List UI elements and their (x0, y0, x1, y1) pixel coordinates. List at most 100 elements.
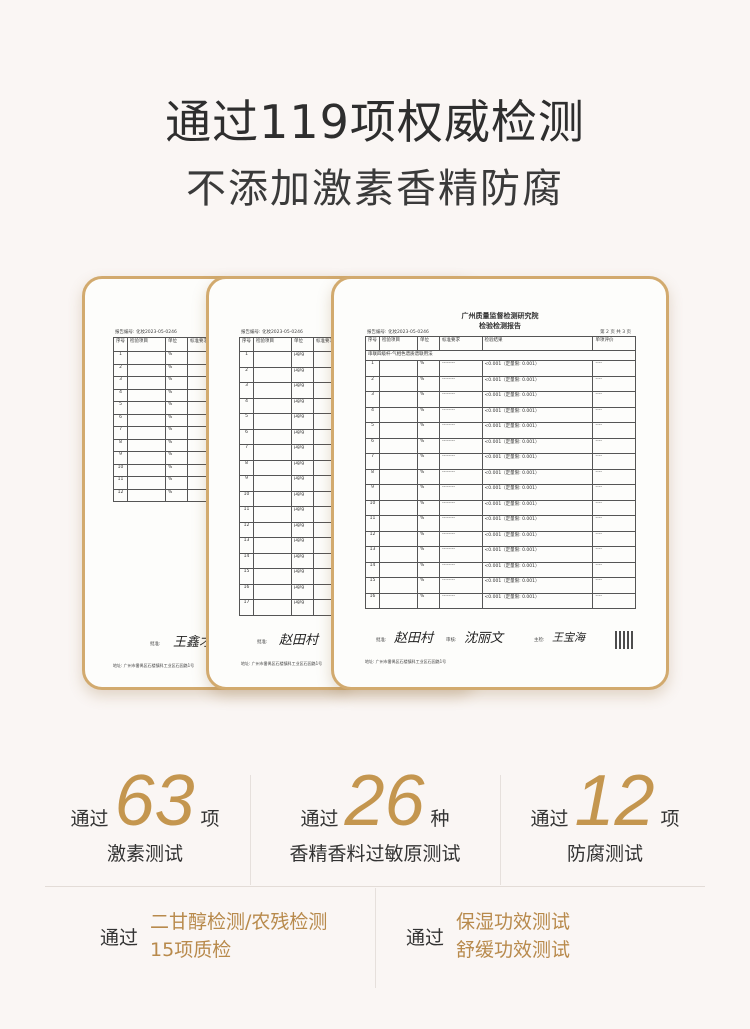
item-name (253, 583, 292, 600)
evaluation: ---- (592, 453, 636, 470)
row-number: 9 (239, 475, 254, 492)
unit: % (417, 546, 440, 563)
row-number: 8 (239, 459, 254, 476)
row-number: 2 (365, 375, 380, 392)
qr-code-icon (615, 631, 633, 649)
row-number: 16 (365, 592, 380, 609)
page-subtitle: 不添加激素香精防腐 (186, 166, 564, 212)
row-number: 12 (113, 488, 128, 502)
item-name (127, 463, 166, 477)
quality-check-block: 通过 二甘醇检测/农残检测 15项质检 (100, 908, 327, 964)
item-name (253, 521, 292, 538)
unit: μg/g (291, 428, 314, 445)
row-number: 8 (365, 468, 380, 485)
item-name (379, 391, 418, 408)
item-name (379, 468, 418, 485)
efficacy-test-block: 通过 保湿功效测试 舒缓功效测试 (406, 908, 570, 964)
stat-preservative: 通过 12 项 防腐测试 (485, 765, 725, 866)
institute-name: 广州质量监督检测研究院 (461, 312, 539, 320)
test-result: <0.001（定量限: 0.001） (481, 515, 594, 532)
table-row: 9% -------- <0.001（定量限: 0.001） ---- (365, 484, 636, 501)
stat-suffix: 项 (200, 808, 220, 830)
unit: % (165, 376, 188, 390)
column-header: 单位 (291, 337, 314, 352)
stat-number: 63 (114, 761, 195, 841)
stat-desc: 防腐测试 (566, 843, 643, 865)
row-number: 9 (113, 451, 128, 465)
item-name (379, 515, 418, 532)
test-result: <0.001（定量限: 0.001） (481, 561, 594, 578)
page-title: 通过119项权威检测 (165, 95, 585, 149)
standard-requirement: -------- (439, 437, 483, 454)
row-number: 3 (239, 382, 254, 399)
stat-number: 12 (574, 761, 655, 841)
item-name (379, 375, 418, 392)
item-name (379, 577, 418, 594)
unit: % (417, 422, 440, 439)
block-line: 15项质检 (150, 939, 232, 961)
row-number: 2 (239, 366, 254, 383)
review-label: 审核: (446, 638, 457, 643)
column-header: 检验项目 (379, 336, 418, 351)
standard-requirement: -------- (439, 577, 483, 594)
row-number: 3 (365, 391, 380, 408)
evaluation: ---- (592, 530, 636, 547)
address: 地址: 广州市番禺区石楼镇科工业区石园路1号 (113, 663, 195, 668)
divider (45, 886, 705, 887)
stat-desc: 香精香料过敏原测试 (289, 843, 461, 865)
item-name (253, 490, 292, 507)
stat-prefix: 通过 (300, 808, 339, 830)
item-name (127, 438, 166, 452)
signature: 王鑫才 (173, 635, 213, 650)
table-row: 5% -------- <0.001（定量限: 0.001） ---- (365, 422, 636, 439)
evaluation: ---- (592, 577, 636, 594)
divider (250, 775, 251, 885)
unit: μg/g (291, 537, 314, 554)
standard-requirement: -------- (439, 515, 483, 532)
test-result: <0.001（定量限: 0.001） (481, 592, 594, 609)
report-number: 报告编号: 化妆2023-05-0246 (367, 330, 429, 335)
item-name (379, 499, 418, 516)
table-row: 1% -------- <0.001（定量限: 0.001） ---- (365, 360, 636, 377)
unit: % (417, 437, 440, 454)
test-result: <0.001（定量限: 0.001） (481, 437, 594, 454)
row-number: 5 (239, 413, 254, 430)
item-name (253, 366, 292, 383)
standard-requirement: -------- (439, 561, 483, 578)
row-number: 11 (239, 506, 254, 523)
row-number: 6 (113, 413, 128, 427)
row-number: 5 (113, 401, 128, 415)
report-number: 报告编号: 化妆2023-05-0246 (241, 330, 303, 335)
row-number: 6 (239, 428, 254, 445)
column-header: 检验结果 (481, 336, 594, 351)
unit: μg/g (291, 351, 314, 368)
test-result: <0.001（定量限: 0.001） (481, 530, 594, 547)
stat-prefix: 通过 (530, 808, 569, 830)
table-row: 13% -------- <0.001（定量限: 0.001） ---- (365, 546, 636, 563)
test-result: <0.001（定量限: 0.001） (481, 406, 594, 423)
standard-requirement: -------- (439, 391, 483, 408)
table-row: 11% -------- <0.001（定量限: 0.001） ---- (365, 515, 636, 532)
approve-label: 批准: (257, 640, 268, 645)
standard-requirement: -------- (439, 375, 483, 392)
column-header: 单项评价 (592, 336, 636, 351)
column-header: 检验项目 (253, 337, 292, 352)
report-document-front: 广州质量监督检测研究院 检验检测报告 报告编号: 化妆2023-05-0246 … (331, 276, 669, 690)
test-result: <0.001（定量限: 0.001） (481, 360, 594, 377)
item-name (253, 428, 292, 445)
unit: % (417, 453, 440, 470)
unit: μg/g (291, 583, 314, 600)
item-name (127, 388, 166, 402)
item-name (379, 406, 418, 423)
row-number: 1 (239, 351, 254, 368)
report-table: 序号 检验项目 单位 标准要求 检验结果 单项评价 串联四级杆-气相色谱质谱联用法 1% ---… (365, 336, 636, 609)
test-result: <0.001（定量限: 0.001） (481, 577, 594, 594)
evaluation: ---- (592, 422, 636, 439)
unit: % (417, 360, 440, 377)
test-result: <0.001（定量限: 0.001） (481, 391, 594, 408)
row-number: 1 (113, 351, 128, 365)
stat-suffix: 项 (660, 808, 680, 830)
test-result: <0.001（定量限: 0.001） (481, 422, 594, 439)
evaluation: ---- (592, 406, 636, 423)
item-name (379, 422, 418, 439)
